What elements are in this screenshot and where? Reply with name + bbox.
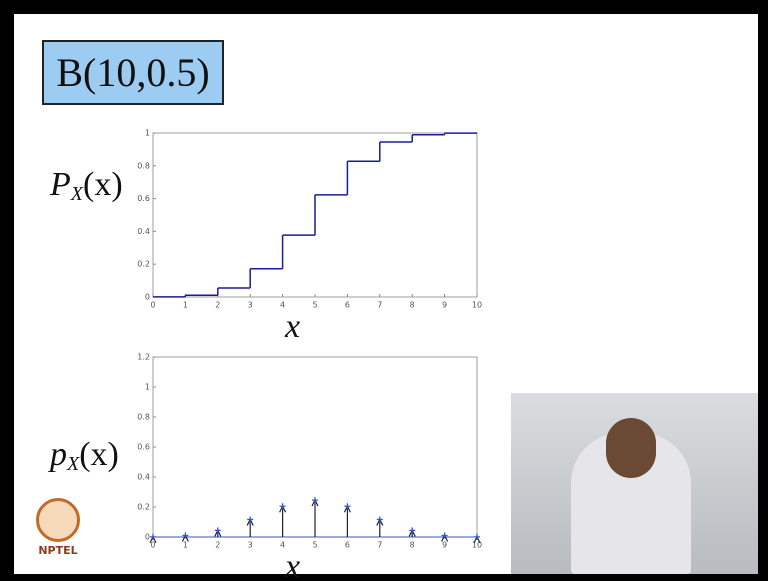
x-axis-label: x bbox=[284, 548, 300, 581]
y-axis-label: PX(x) bbox=[49, 166, 123, 205]
y-tick-label: 0.2 bbox=[137, 260, 150, 269]
x-tick-label: 10 bbox=[472, 301, 482, 310]
stem-marker bbox=[409, 527, 415, 533]
x-tick-label: 1 bbox=[183, 301, 188, 310]
charts: 01234567891000.20.40.60.81PX(x)x01234567… bbox=[0, 0, 768, 581]
stem-marker bbox=[182, 533, 188, 539]
x-tick-label: 9 bbox=[442, 541, 447, 550]
stem-marker bbox=[247, 516, 253, 522]
x-axis-label: x bbox=[284, 308, 300, 345]
y-tick-label: 0 bbox=[145, 293, 150, 302]
stem-marker bbox=[344, 503, 350, 509]
x-tick-label: 9 bbox=[442, 301, 447, 310]
x-tick-label: 0 bbox=[150, 301, 155, 310]
stem-marker bbox=[280, 503, 286, 509]
y-label-sub: X bbox=[70, 183, 84, 205]
x-tick-label: 6 bbox=[345, 301, 350, 310]
stem-marker bbox=[474, 534, 480, 540]
stem-marker bbox=[312, 497, 318, 503]
stem-marker bbox=[150, 534, 156, 540]
x-tick-label: 10 bbox=[472, 541, 482, 550]
y-axis-label: pX(x) bbox=[48, 436, 119, 475]
y-label-main: p bbox=[48, 436, 67, 473]
y-tick-label: 0.6 bbox=[137, 194, 150, 203]
y-tick-label: 1 bbox=[145, 129, 150, 138]
page: B(10,0.5) NPTEL 01234567891000.20.40.60.… bbox=[0, 0, 768, 581]
x-tick-label: 1 bbox=[183, 541, 188, 550]
x-tick-label: 8 bbox=[410, 301, 415, 310]
y-label-arg: (x) bbox=[79, 436, 119, 473]
y-tick-label: 0 bbox=[145, 533, 150, 542]
y-tick-label: 0.6 bbox=[137, 443, 150, 452]
stem-marker bbox=[377, 516, 383, 522]
stem-marker bbox=[442, 533, 448, 539]
x-tick-label: 6 bbox=[345, 541, 350, 550]
y-tick-label: 0.4 bbox=[137, 227, 150, 236]
x-tick-label: 2 bbox=[215, 541, 220, 550]
x-tick-label: 3 bbox=[248, 301, 253, 310]
x-tick-label: 5 bbox=[312, 301, 317, 310]
x-tick-label: 3 bbox=[248, 541, 253, 550]
x-tick-label: 0 bbox=[150, 541, 155, 550]
x-tick-label: 5 bbox=[312, 541, 317, 550]
y-tick-label: 1.2 bbox=[137, 353, 150, 362]
y-tick-label: 0.8 bbox=[137, 161, 150, 170]
x-tick-label: 2 bbox=[215, 301, 220, 310]
y-tick-label: 0.2 bbox=[137, 503, 150, 512]
y-tick-label: 1 bbox=[145, 383, 150, 392]
y-tick-label: 0.8 bbox=[137, 413, 150, 422]
y-tick-label: 0.4 bbox=[137, 473, 150, 482]
y-label-main: P bbox=[49, 166, 71, 203]
y-label-sub: X bbox=[66, 453, 80, 475]
stem-marker bbox=[215, 527, 221, 533]
x-tick-label: 7 bbox=[377, 301, 382, 310]
x-tick-label: 7 bbox=[377, 541, 382, 550]
y-label-arg: (x) bbox=[83, 166, 123, 203]
x-tick-label: 8 bbox=[410, 541, 415, 550]
